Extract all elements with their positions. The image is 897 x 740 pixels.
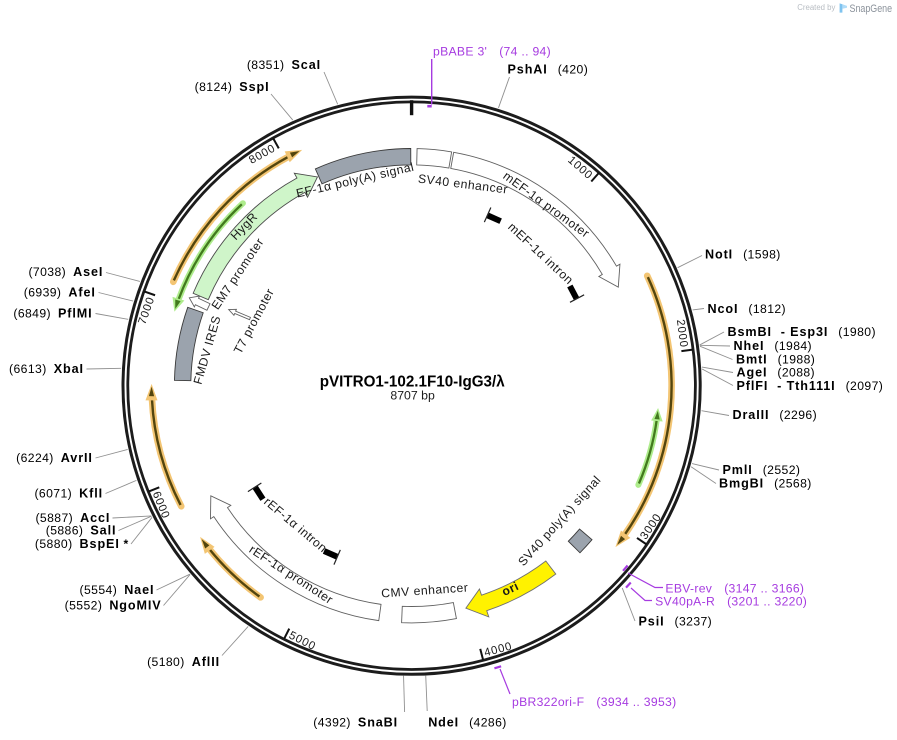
svg-text:SV40pA-R(3201 .. 3220): SV40pA-R (3201 .. 3220): [655, 595, 807, 609]
svg-text:PshAI(420): PshAI (420): [508, 63, 589, 77]
svg-text:PmlI(2552): PmlI (2552): [723, 463, 801, 477]
svg-text:(5554)NaeI: (5554) NaeI: [80, 583, 155, 597]
svg-text:(6224)AvrII: (6224) AvrII: [16, 451, 93, 465]
svg-text:NcoI(1812): NcoI (1812): [708, 302, 787, 316]
svg-text:(7038)AseI: (7038) AseI: [28, 265, 103, 279]
svg-text:CMV enhancer: CMV enhancer: [381, 580, 469, 600]
svg-text:pBABE 3'(74 .. 94): pBABE 3' (74 .. 94): [433, 45, 551, 59]
svg-text:(4392)SnaBI: (4392) SnaBI: [313, 716, 398, 730]
svg-text:(6939)AfeI: (6939) AfeI: [24, 286, 96, 300]
svg-text:BmtI(1988): BmtI (1988): [736, 353, 815, 367]
svg-text:(8124)SspI: (8124) SspI: [195, 80, 270, 94]
svg-text:pBR322ori-F(3934 .. 3953): pBR322ori-F (3934 .. 3953): [512, 695, 676, 709]
svg-text:(6613)XbaI: (6613) XbaI: [9, 362, 84, 376]
svg-text:NheI(1984): NheI (1984): [734, 339, 813, 353]
svg-text:(8351)ScaI: (8351) ScaI: [247, 58, 321, 72]
svg-text:(6849)PflMI: (6849) PflMI: [13, 307, 92, 321]
svg-text:PflFI - Tth111I(2097): PflFI - Tth111I (2097): [737, 379, 884, 393]
svg-text:NdeI(4286): NdeI (4286): [428, 716, 507, 730]
svg-text:BmgBI(2568): BmgBI (2568): [719, 477, 812, 491]
svg-text:(5880)BspEI *: (5880) BspEI *: [35, 537, 129, 551]
svg-text:(5887)AccI: (5887) AccI: [35, 511, 110, 525]
svg-text:AgeI(2088): AgeI (2088): [737, 366, 816, 380]
svg-text:SnapGene: SnapGene: [850, 3, 893, 15]
svg-text:EBV-rev(3147 .. 3166): EBV-rev (3147 .. 3166): [665, 582, 804, 596]
svg-text:NotI(1598): NotI (1598): [705, 248, 781, 262]
svg-text:ori: ori: [500, 579, 521, 599]
svg-text:(5180)AflII: (5180) AflII: [147, 655, 220, 669]
svg-text:(5552)NgoMIV: (5552) NgoMIV: [65, 599, 162, 613]
svg-text:Created by: Created by: [797, 3, 835, 12]
svg-text:pVITRO1-102.1F10-IgG3/λ: pVITRO1-102.1F10-IgG3/λ: [320, 374, 505, 391]
svg-text:(5886)SalI: (5886) SalI: [46, 524, 117, 538]
svg-text:BsmBI - Esp3I(1980): BsmBI - Esp3I (1980): [728, 325, 876, 339]
svg-text:(6071)KflI: (6071) KflI: [34, 487, 103, 501]
svg-text:DraIII(2296): DraIII (2296): [733, 408, 818, 422]
svg-text:8707 bp: 8707 bp: [390, 389, 435, 403]
svg-text:PsiI(3237): PsiI (3237): [639, 615, 713, 629]
svg-text:2000: 2000: [674, 319, 690, 349]
